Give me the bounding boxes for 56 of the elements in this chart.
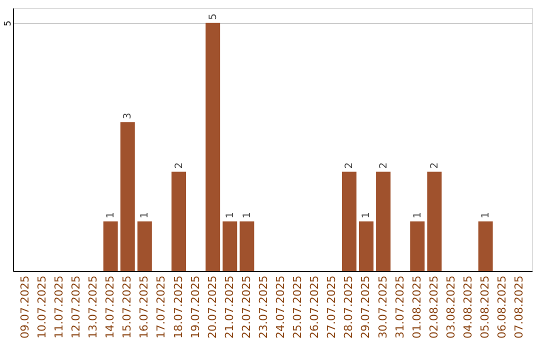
x-tick-label: 16.07.2025 bbox=[138, 276, 151, 338]
bar bbox=[410, 221, 425, 271]
x-tick-label: 27.07.2025 bbox=[325, 276, 338, 338]
x-tick-label: 03.08.2025 bbox=[444, 276, 458, 338]
x-tick-label: 30.07.2025 bbox=[376, 276, 390, 338]
x-tick-label: 09.07.2025 bbox=[18, 276, 32, 338]
data-label: 1 bbox=[106, 212, 117, 218]
x-tick-label: 25.07.2025 bbox=[291, 276, 304, 338]
x-tick-label: 26.07.2025 bbox=[308, 276, 322, 338]
x-tick-label: 14.07.2025 bbox=[104, 276, 117, 338]
data-label: 2 bbox=[344, 162, 356, 169]
x-tick-label: 04.08.2025 bbox=[462, 276, 475, 338]
data-label: 5 bbox=[208, 14, 219, 20]
data-label: 2 bbox=[174, 162, 185, 169]
x-tick-label: 17.07.2025 bbox=[154, 276, 168, 338]
bar bbox=[206, 22, 220, 271]
x-tick-label: 10.07.2025 bbox=[35, 276, 48, 338]
x-tick-label: 13.07.2025 bbox=[86, 276, 100, 338]
x-tick-label: 07.08.2025 bbox=[512, 276, 526, 338]
data-label: 1 bbox=[242, 212, 253, 218]
bar bbox=[172, 172, 186, 271]
x-tick-label: 18.07.2025 bbox=[172, 276, 185, 338]
x-tick-label: 15.07.2025 bbox=[120, 276, 134, 338]
x-tick-label: 02.08.2025 bbox=[427, 276, 440, 338]
x-tick-label: 28.07.2025 bbox=[342, 276, 356, 338]
x-tick-label: 20.07.2025 bbox=[206, 276, 219, 338]
data-label: 2 bbox=[429, 162, 440, 169]
x-tick-label: 12.07.2025 bbox=[69, 276, 82, 338]
data-label: 1 bbox=[361, 212, 372, 218]
x-tick-label: 05.08.2025 bbox=[478, 276, 492, 338]
data-label: 1 bbox=[480, 212, 492, 218]
data-label: 1 bbox=[140, 212, 151, 218]
x-tick-label: 06.08.2025 bbox=[496, 276, 509, 338]
x-tick-label: 19.07.2025 bbox=[188, 276, 202, 338]
x-tick-label: 21.07.2025 bbox=[222, 276, 236, 338]
bar bbox=[137, 221, 152, 271]
bar bbox=[478, 221, 493, 271]
x-tick-label: 01.08.2025 bbox=[410, 276, 424, 338]
bar bbox=[240, 221, 254, 271]
bar bbox=[120, 122, 135, 271]
bar bbox=[222, 221, 238, 271]
bar bbox=[103, 221, 118, 271]
bar bbox=[359, 221, 374, 271]
x-tick-label: 31.07.2025 bbox=[393, 276, 406, 338]
data-label: 3 bbox=[122, 112, 134, 120]
x-tick-label: 23.07.2025 bbox=[256, 276, 270, 338]
bar bbox=[376, 172, 391, 271]
bar bbox=[427, 172, 442, 271]
data-label: 1 bbox=[224, 212, 236, 218]
bar bbox=[342, 172, 356, 271]
x-tick-label: 29.07.2025 bbox=[359, 276, 372, 338]
x-tick-label: 24.07.2025 bbox=[274, 276, 288, 338]
data-label: 1 bbox=[412, 212, 424, 218]
x-tick-label: 22.07.2025 bbox=[240, 276, 253, 338]
x-tick-label: 11.07.2025 bbox=[52, 276, 66, 338]
data-label: 2 bbox=[378, 162, 390, 169]
